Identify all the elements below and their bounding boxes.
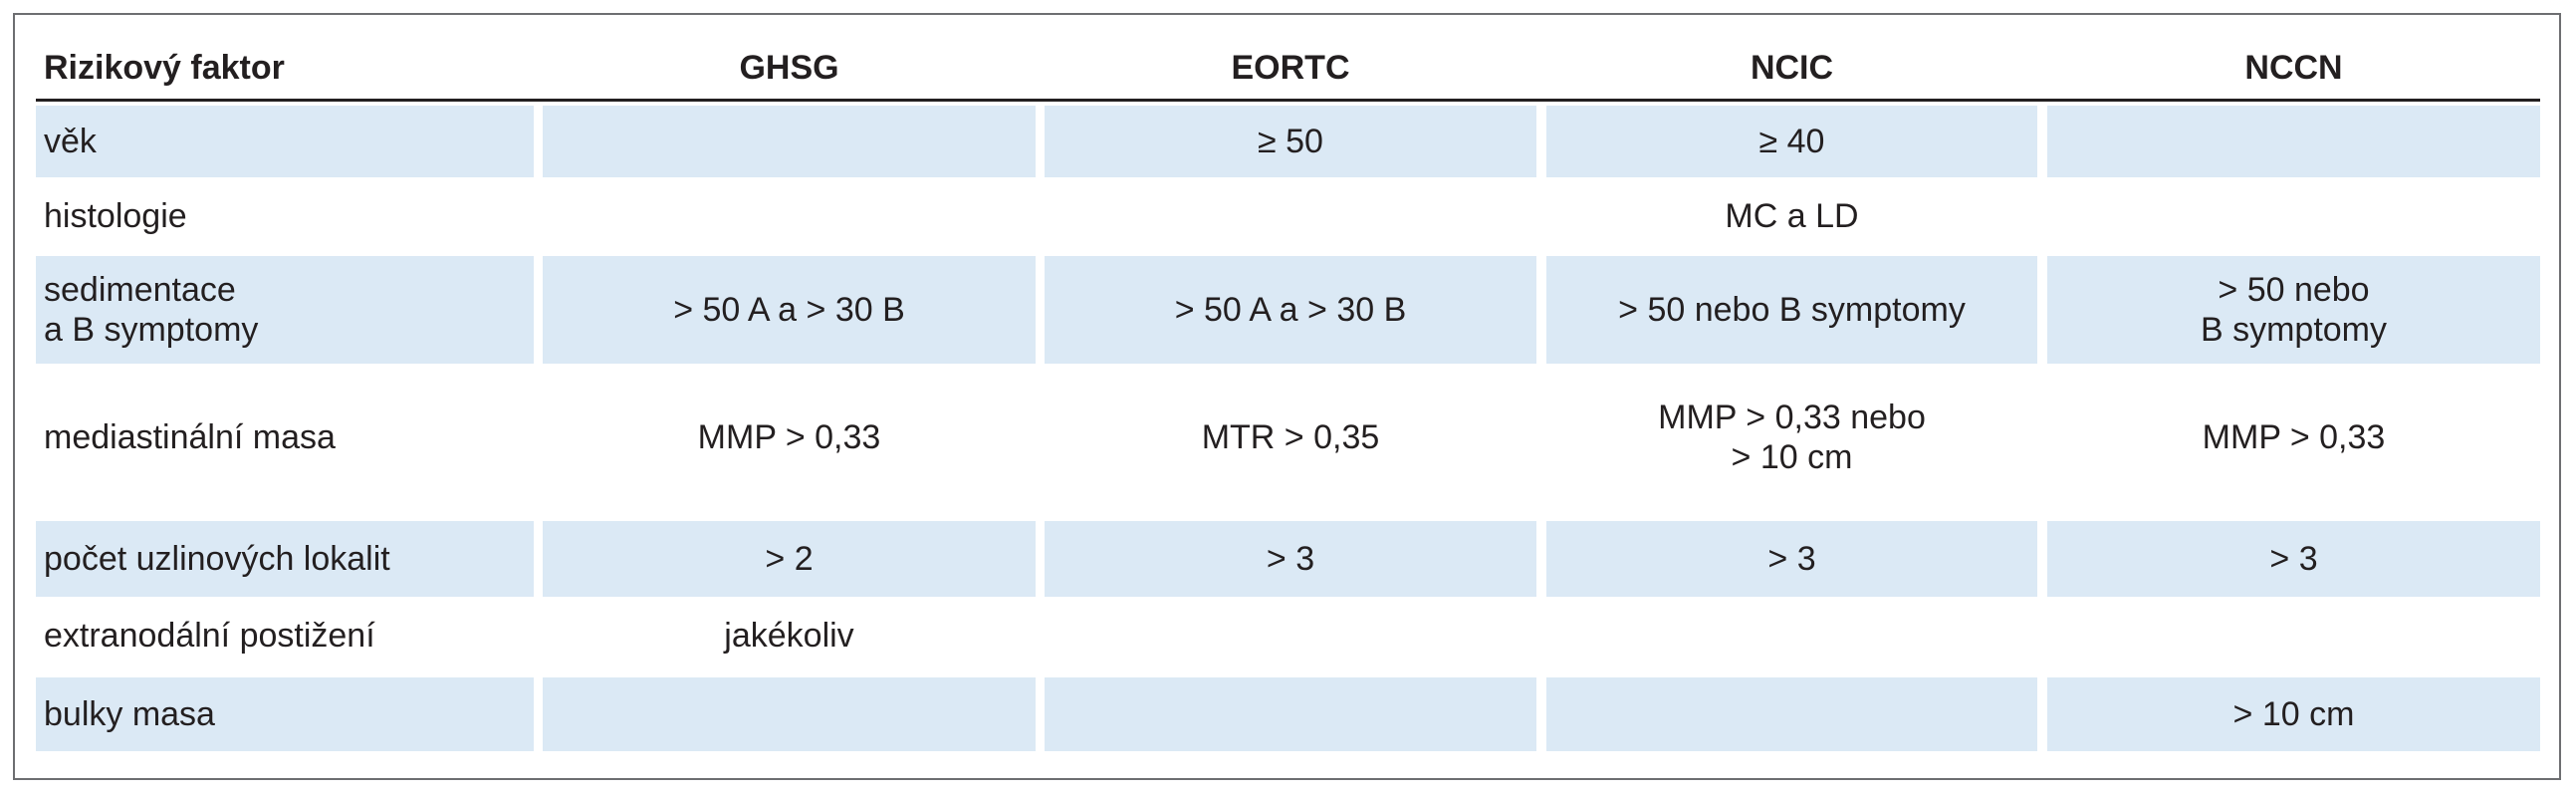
table-cell (2047, 600, 2540, 670)
table-cell: > 50 A a > 30 B (543, 256, 1036, 364)
header-cell: EORTC (1231, 48, 1350, 87)
header-cell: NCCN (2244, 48, 2343, 87)
table-cell: > 3 (1045, 521, 1536, 597)
row-label: bulky masa (36, 677, 534, 751)
table-cell: > 3 (2047, 521, 2540, 597)
table-cell: ≥ 50 (1045, 106, 1536, 177)
table-cell: > 50 nebo B symptomy (2047, 256, 2540, 364)
header-cell: Rizikový faktor (44, 48, 285, 87)
table-cell: MMP > 0,33 nebo > 10 cm (1658, 398, 1926, 476)
table-cell (1546, 677, 2037, 751)
row-label: věk (36, 106, 534, 177)
table-cell (1045, 677, 1536, 751)
table-cell (1045, 600, 1536, 670)
row-label: sedimentace a B symptomy (36, 256, 534, 364)
table-cell: > 50 nebo B symptomy (1546, 256, 2037, 364)
table-cell (543, 181, 1036, 250)
row-label: mediastinální masa (44, 418, 336, 456)
table-cell (543, 106, 1036, 177)
table-cell (2047, 106, 2540, 177)
table-cell (543, 677, 1036, 751)
table-cell: > 10 cm (2047, 677, 2540, 751)
table-frame (13, 13, 2561, 780)
header-rule (36, 99, 2540, 102)
table-cell: > 2 (543, 521, 1036, 597)
table-cell (1045, 181, 1536, 250)
table-cell: jakékoliv (724, 616, 854, 655)
row-label: počet uzlinových lokalit (36, 521, 534, 597)
table-cell: > 3 (1546, 521, 2037, 597)
table-cell: MC a LD (1725, 196, 1859, 235)
table-cell: MTR > 0,35 (1201, 418, 1380, 456)
row-label: extranodální postižení (44, 616, 375, 655)
table-cell: ≥ 40 (1546, 106, 2037, 177)
table-cell (1546, 600, 2037, 670)
table-cell: > 50 A a > 30 B (1045, 256, 1536, 364)
table-cell (2047, 181, 2540, 250)
row-label: histologie (44, 196, 187, 235)
table-cell: MMP > 0,33 (2202, 418, 2386, 456)
header-cell: NCIC (1750, 48, 1834, 87)
header-cell: GHSG (739, 48, 839, 87)
table-cell: MMP > 0,33 (697, 418, 881, 456)
